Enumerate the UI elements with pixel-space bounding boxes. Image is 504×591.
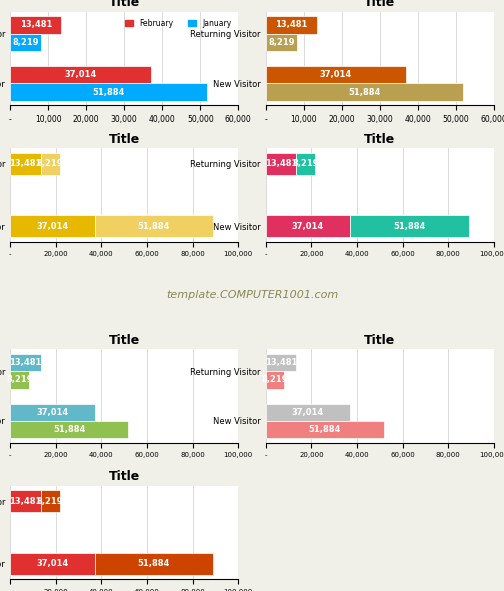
Bar — [266, 66, 407, 83]
Text: 37,014: 37,014 — [65, 70, 97, 79]
Text: 51,884: 51,884 — [138, 222, 170, 231]
Text: 13,481: 13,481 — [265, 358, 297, 367]
Bar — [41, 152, 59, 174]
Text: 37,014: 37,014 — [36, 408, 69, 417]
Text: 8,219: 8,219 — [13, 38, 39, 47]
Text: template.COMPUTER1001.com: template.COMPUTER1001.com — [166, 291, 338, 300]
Bar — [10, 34, 41, 51]
Bar — [10, 66, 151, 83]
Title: Title: Title — [108, 334, 140, 347]
Bar — [10, 152, 41, 174]
Bar — [266, 421, 384, 439]
Text: 37,014: 37,014 — [292, 222, 324, 231]
Bar — [10, 490, 41, 512]
Bar — [266, 404, 350, 421]
Bar — [10, 83, 208, 101]
Text: 13,481: 13,481 — [265, 159, 297, 168]
Text: 51,884: 51,884 — [348, 87, 381, 96]
Bar — [266, 371, 284, 388]
Title: Title: Title — [364, 334, 396, 347]
Title: Title: Title — [108, 133, 140, 146]
Title: Title: Title — [364, 133, 396, 146]
Bar — [266, 353, 296, 371]
Text: 13,481: 13,481 — [275, 20, 307, 30]
Text: 37,014: 37,014 — [36, 222, 69, 231]
Bar — [41, 490, 59, 512]
Text: 8,219: 8,219 — [37, 159, 64, 168]
Legend: February, January: February, January — [122, 15, 234, 31]
Text: 51,884: 51,884 — [138, 560, 170, 569]
Bar — [266, 215, 350, 238]
Text: 51,884: 51,884 — [393, 222, 425, 231]
Bar — [95, 553, 213, 575]
Title: Title: Title — [108, 470, 140, 483]
Text: 8,219: 8,219 — [37, 496, 64, 506]
Bar — [10, 404, 95, 421]
Text: 13,481: 13,481 — [9, 159, 42, 168]
Text: 51,884: 51,884 — [309, 425, 341, 434]
Text: 13,481: 13,481 — [9, 496, 42, 506]
Bar — [266, 152, 296, 174]
Bar — [10, 421, 129, 439]
Bar — [266, 83, 463, 101]
Bar — [296, 152, 315, 174]
Bar — [10, 16, 61, 34]
Bar — [10, 353, 41, 371]
Text: 51,884: 51,884 — [53, 425, 86, 434]
Text: 37,014: 37,014 — [36, 560, 69, 569]
Text: 8,219: 8,219 — [268, 38, 294, 47]
Text: 8,219: 8,219 — [293, 159, 319, 168]
Text: 8,219: 8,219 — [6, 375, 33, 384]
Bar — [266, 16, 317, 34]
Bar — [10, 371, 29, 388]
Text: 13,481: 13,481 — [9, 358, 42, 367]
Bar — [266, 34, 297, 51]
Text: 37,014: 37,014 — [292, 408, 324, 417]
Title: Title: Title — [108, 0, 140, 9]
Text: 8,219: 8,219 — [262, 375, 288, 384]
Text: 51,884: 51,884 — [93, 87, 125, 96]
Bar — [10, 553, 95, 575]
Bar — [10, 215, 95, 238]
Bar — [350, 215, 469, 238]
Text: 37,014: 37,014 — [320, 70, 352, 79]
Title: Title: Title — [364, 0, 396, 9]
Bar — [95, 215, 213, 238]
Text: 13,481: 13,481 — [20, 20, 52, 30]
